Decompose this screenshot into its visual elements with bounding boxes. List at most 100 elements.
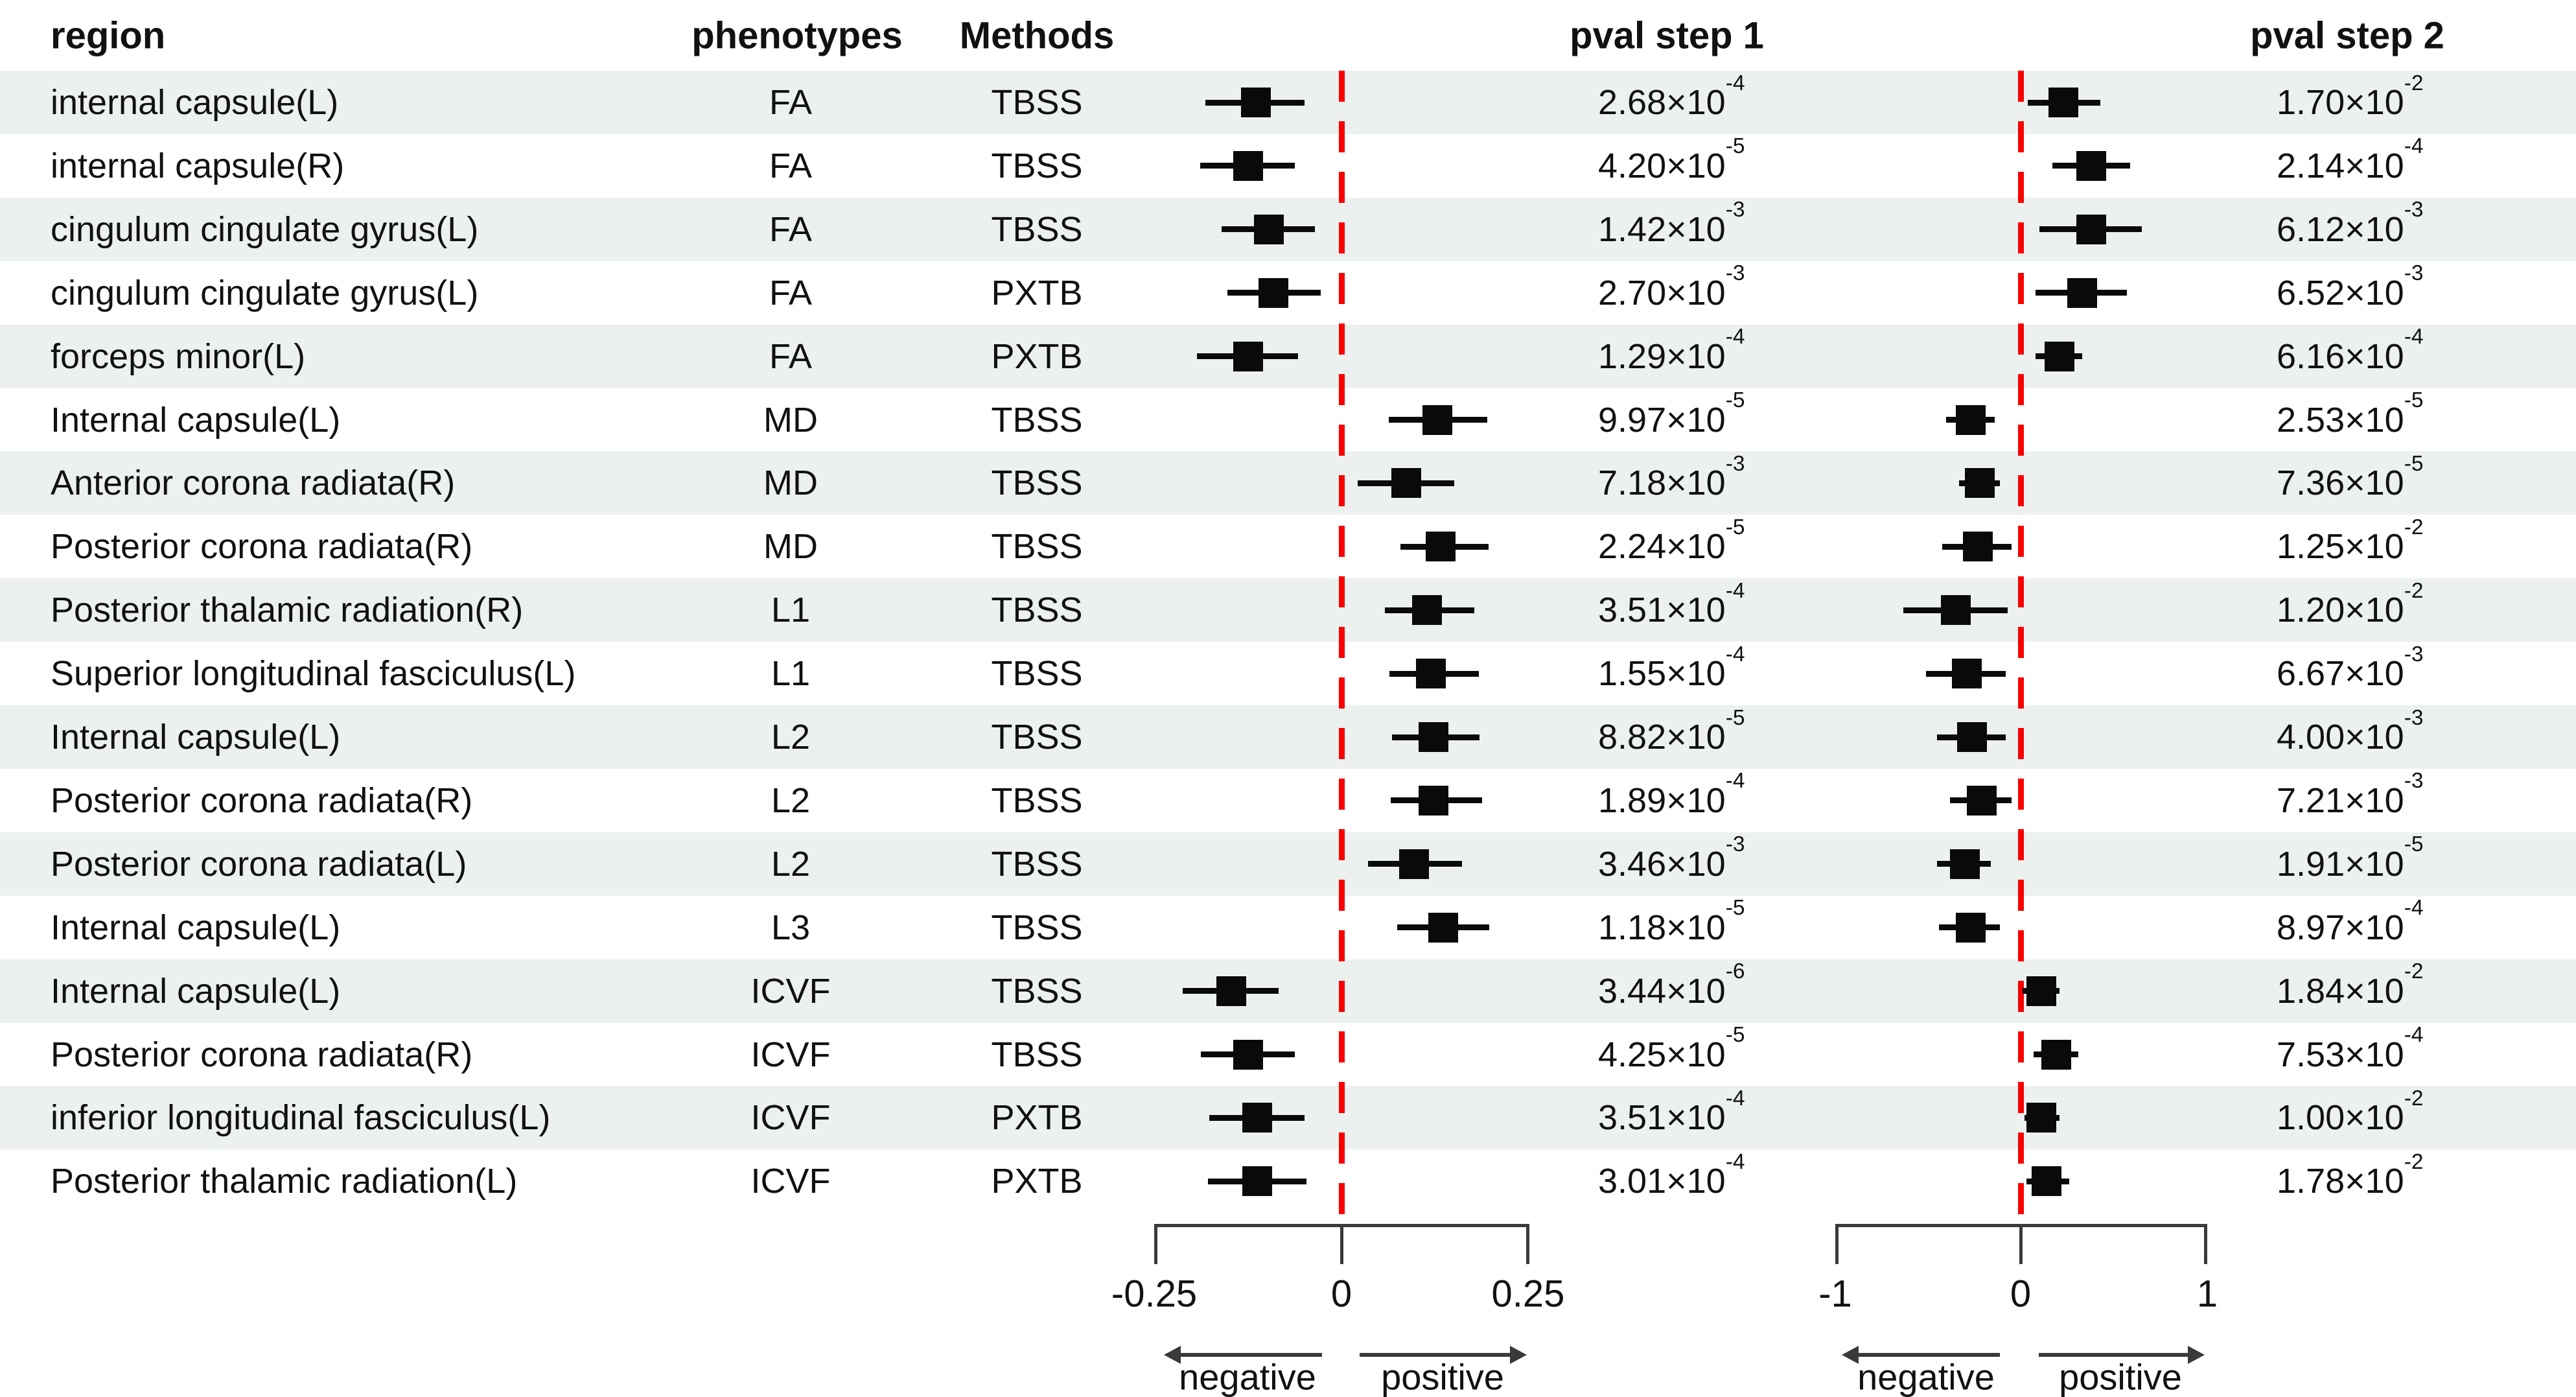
pval-step1-cell: 4.20×10-5 — [1598, 134, 1745, 185]
column-header-region: region — [51, 14, 166, 57]
phenotype-cell: FA — [769, 146, 813, 185]
ci-estimate-step2 — [2076, 150, 2107, 181]
negative-arrowhead-step2-icon — [1842, 1346, 1859, 1364]
pval-step2-cell-exponent: -2 — [2404, 578, 2424, 603]
pval-step2-cell: 1.20×10-2 — [2277, 578, 2424, 630]
pval-step2-cell: 7.53×10-4 — [2277, 1023, 2424, 1074]
phenotype-cell: FA — [769, 83, 813, 122]
region-cell: Posterior thalamic radiation(L) — [51, 1162, 518, 1201]
pval-step1-cell-exponent: -5 — [1725, 134, 1745, 159]
column-header-phenotypes: phenotypes — [691, 14, 903, 57]
pval-step2-cell-exponent: -4 — [2404, 1023, 2424, 1048]
region-cell: Superior longitudinal fasciculus(L) — [51, 654, 576, 694]
pval-step2-cell-exponent: -3 — [2404, 705, 2424, 730]
pval-step1-cell: 1.42×10-3 — [1598, 198, 1745, 249]
pval-step1-cell: 1.18×10-5 — [1598, 896, 1745, 947]
negative-arrow-step2 — [1859, 1353, 2000, 1357]
row-band — [0, 959, 2576, 1023]
method-cell: TBSS — [991, 971, 1083, 1011]
pval-step2-cell: 7.36×10-5 — [2277, 451, 2424, 503]
ci-estimate-step1 — [1419, 785, 1449, 816]
ci-estimate-step2 — [1966, 785, 1997, 816]
pval-step1-cell-exponent: -4 — [1725, 1086, 1745, 1110]
pval-step2-cell-exponent: -2 — [2404, 71, 2424, 95]
phenotype-cell: ICVF — [750, 1035, 831, 1074]
pval-step1-cell-exponent: -5 — [1725, 388, 1745, 413]
phenotype-cell: ICVF — [750, 1162, 831, 1201]
region-cell: Posterior corona radiata(R) — [51, 1035, 473, 1074]
method-cell: TBSS — [991, 718, 1083, 757]
ci-estimate-step1 — [1391, 468, 1421, 499]
axis-tick-step2-min — [1835, 1224, 1839, 1264]
region-cell: cingulum cingulate gyrus(L) — [51, 273, 479, 312]
positive-arrowhead-step2-icon — [2188, 1346, 2205, 1364]
phenotype-cell: L1 — [771, 591, 811, 630]
pval-step1-cell-exponent: -4 — [1725, 578, 1745, 603]
positive-direction-label-step2: positive — [2059, 1356, 2182, 1397]
region-cell: Internal capsule(L) — [51, 908, 341, 947]
ci-estimate-step1 — [1242, 1166, 1273, 1197]
method-cell: TBSS — [991, 844, 1083, 884]
pval-step1-cell: 2.24×10-5 — [1598, 515, 1745, 567]
pval-step2-cell-exponent: -2 — [2404, 1149, 2424, 1174]
pval-step1-cell: 2.70×10-3 — [1598, 261, 1745, 312]
phenotype-cell: MD — [763, 527, 818, 567]
axis-label-step2-zero: 0 — [2010, 1273, 2032, 1315]
method-cell: TBSS — [991, 1035, 1083, 1074]
ci-estimate-step2 — [1962, 532, 1993, 562]
region-cell: Posterior thalamic radiation(R) — [51, 591, 524, 630]
method-cell: TBSS — [991, 400, 1083, 440]
pval-step2-cell-exponent: -5 — [2404, 388, 2424, 413]
pval-step2-cell: 4.00×10-3 — [2277, 705, 2424, 757]
method-cell: PXTB — [991, 1162, 1083, 1201]
pval-step2-cell-exponent: -3 — [2404, 261, 2424, 286]
positive-direction-label-step1: positive — [1381, 1356, 1504, 1397]
pval-step2-cell-exponent: -4 — [2404, 134, 2424, 159]
pval-step2-cell-exponent: -3 — [2404, 642, 2424, 666]
ci-estimate-step1 — [1425, 532, 1456, 562]
phenotype-cell: L2 — [771, 718, 811, 757]
axis-label-step1-max: 0.25 — [1491, 1273, 1565, 1315]
pval-step2-cell: 8.97×10-4 — [2277, 896, 2424, 947]
method-cell: TBSS — [991, 591, 1083, 630]
pval-step1-cell: 9.97×10-5 — [1598, 388, 1745, 440]
pval-step1-cell-exponent: -4 — [1725, 325, 1745, 349]
pval-step2-cell-exponent: -2 — [2404, 959, 2424, 984]
ci-estimate-step2 — [2048, 88, 2078, 117]
pval-step2-cell: 1.70×10-2 — [2277, 71, 2424, 122]
pval-step2-cell: 6.16×10-4 — [2277, 325, 2424, 376]
pval-step2-cell-exponent: -2 — [2404, 515, 2424, 539]
region-cell: inferior longitudinal fasciculus(L) — [51, 1098, 551, 1138]
axis-tick-step2-max — [2204, 1224, 2207, 1264]
method-cell: TBSS — [991, 908, 1083, 947]
region-cell: internal capsule(R) — [51, 146, 345, 185]
pval-step1-cell: 1.55×10-4 — [1598, 642, 1745, 694]
column-header-pval-step2: pval step 2 — [2250, 14, 2444, 57]
pval-step1-cell: 3.51×10-4 — [1598, 1086, 1745, 1138]
ci-estimate-step2 — [1955, 912, 1986, 943]
pval-step1-cell-exponent: -5 — [1725, 1023, 1745, 1048]
phenotype-cell: L3 — [771, 908, 811, 947]
pval-step1-cell-exponent: -4 — [1725, 71, 1745, 95]
ci-estimate-step1 — [1233, 1039, 1264, 1070]
ci-estimate-step1 — [1253, 214, 1284, 244]
region-cell: Posterior corona radiata(R) — [51, 527, 473, 567]
region-cell: Internal capsule(L) — [51, 400, 341, 440]
pval-step1-cell-exponent: -4 — [1725, 769, 1745, 793]
ci-estimate-step2 — [1949, 849, 1980, 879]
axis-label-step1-zero: 0 — [1330, 1273, 1352, 1315]
pval-step2-cell-exponent: -5 — [2404, 832, 2424, 857]
axis-tick-step1-max — [1526, 1224, 1529, 1264]
method-cell: TBSS — [991, 146, 1083, 185]
ci-estimate-step1 — [1242, 1103, 1273, 1133]
pval-step2-cell: 2.14×10-4 — [2277, 134, 2424, 185]
phenotype-cell: L2 — [771, 781, 811, 820]
row-band — [0, 705, 2576, 769]
ci-estimate-step1 — [1233, 341, 1264, 371]
ci-estimate-step1 — [1216, 976, 1246, 1006]
method-cell: TBSS — [991, 527, 1083, 567]
pval-step2-cell: 1.25×10-2 — [2277, 515, 2424, 567]
ci-estimate-step2 — [2067, 277, 2097, 308]
pval-step1-cell: 3.44×10-6 — [1598, 959, 1745, 1011]
